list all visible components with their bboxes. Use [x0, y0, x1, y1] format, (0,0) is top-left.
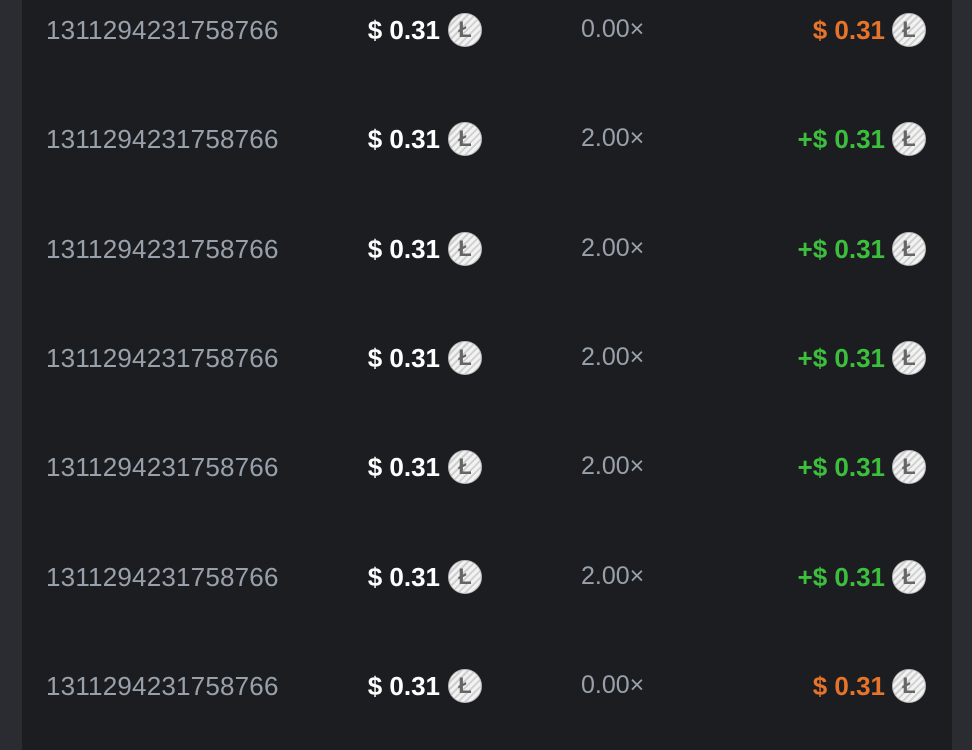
- litecoin-icon: Ł: [892, 122, 926, 157]
- litecoin-icon: Ł: [448, 13, 482, 47]
- payout: $ 0.31: [812, 670, 885, 701]
- payout: +$ 0.31: [797, 342, 885, 373]
- multiplier: 0.00×: [581, 15, 645, 43]
- litecoin-icon: Ł: [892, 231, 926, 266]
- bet-id[interactable]: 1311294231758766: [46, 233, 279, 264]
- bet-row[interactable]: 1311294231758766 $ 0.31 Ł 0.00× $ 0.31 Ł: [22, 656, 952, 716]
- bet-amount: $ 0.31: [367, 452, 440, 483]
- bet-id[interactable]: 1311294231758766: [46, 561, 279, 592]
- bet-id[interactable]: 1311294231758766: [46, 15, 279, 45]
- multiplier: 2.00×: [581, 233, 645, 262]
- litecoin-icon: Ł: [892, 340, 926, 375]
- litecoin-icon: Ł: [448, 340, 482, 375]
- bet-row[interactable]: 1311294231758766 $ 0.31 Ł 2.00× +$ 0.31 …: [22, 109, 952, 169]
- bet-amount: $ 0.31: [367, 233, 440, 264]
- litecoin-icon: Ł: [448, 231, 482, 266]
- payout: +$ 0.31: [797, 452, 885, 483]
- litecoin-icon: Ł: [448, 559, 482, 594]
- payout: $ 0.31: [812, 15, 885, 45]
- bet-amount: $ 0.31: [367, 124, 440, 155]
- multiplier: 2.00×: [581, 561, 645, 590]
- multiplier: 2.00×: [581, 342, 645, 371]
- payout: +$ 0.31: [797, 233, 885, 264]
- multiplier: 2.00×: [581, 124, 645, 153]
- bet-amount: $ 0.31: [367, 342, 440, 373]
- bet-id[interactable]: 1311294231758766: [46, 670, 279, 701]
- payout: +$ 0.31: [797, 124, 885, 155]
- multiplier: 0.00×: [581, 670, 645, 699]
- bets-table: 1311294231758766 $ 0.31 Ł 0.00× $ 0.31 Ł…: [22, 0, 952, 750]
- litecoin-icon: Ł: [892, 559, 926, 594]
- litecoin-icon: Ł: [892, 13, 926, 47]
- bet-row[interactable]: 1311294231758766 $ 0.31 Ł 2.00× +$ 0.31 …: [22, 547, 952, 607]
- multiplier: 2.00×: [581, 452, 645, 481]
- litecoin-icon: Ł: [448, 668, 482, 703]
- bet-id[interactable]: 1311294231758766: [46, 452, 279, 483]
- litecoin-icon: Ł: [892, 668, 926, 703]
- litecoin-icon: Ł: [448, 450, 482, 485]
- litecoin-icon: Ł: [892, 450, 926, 485]
- bet-row[interactable]: 1311294231758766 $ 0.31 Ł 2.00× +$ 0.31 …: [22, 437, 952, 497]
- bet-row[interactable]: 1311294231758766 $ 0.31 Ł 2.00× +$ 0.31 …: [22, 219, 952, 279]
- bet-row[interactable]: 1311294231758766 $ 0.31 Ł 0.00× $ 0.31 Ł: [22, 0, 952, 60]
- bet-amount: $ 0.31: [367, 15, 440, 45]
- bet-id[interactable]: 1311294231758766: [46, 342, 279, 373]
- bet-amount: $ 0.31: [367, 670, 440, 701]
- bet-amount: $ 0.31: [367, 561, 440, 592]
- bet-id[interactable]: 1311294231758766: [46, 124, 279, 155]
- payout: +$ 0.31: [797, 561, 885, 592]
- litecoin-icon: Ł: [448, 122, 482, 157]
- bet-row[interactable]: 1311294231758766 $ 0.31 Ł 2.00× +$ 0.31 …: [22, 328, 952, 388]
